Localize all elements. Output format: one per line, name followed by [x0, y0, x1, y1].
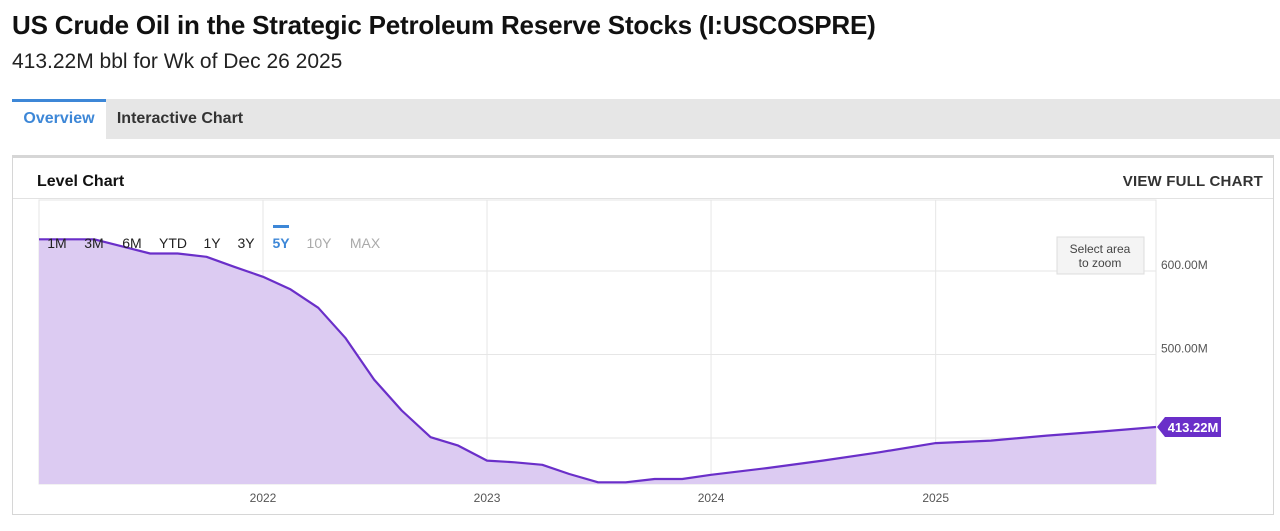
- last-value-label: 413.22M: [1168, 420, 1219, 435]
- view-full-chart-link[interactable]: VIEW FULL CHART: [1122, 173, 1263, 190]
- range-button-max[interactable]: MAX: [350, 235, 381, 251]
- tab-interactive-chart[interactable]: Interactive Chart: [116, 110, 244, 127]
- page-subtitle: 413.22M bbl for Wk of Dec 26 2025: [12, 50, 343, 73]
- panel-title: Level Chart: [37, 173, 125, 190]
- panel-divider: [13, 198, 1273, 199]
- x-tick-label: 2024: [698, 491, 725, 505]
- x-tick-label: 2025: [922, 491, 949, 505]
- x-tick-label: 2023: [474, 491, 501, 505]
- range-button-3m[interactable]: 3M: [84, 235, 103, 251]
- tab-overview[interactable]: Overview: [12, 99, 106, 139]
- range-button-5y[interactable]: 5Y: [272, 235, 290, 251]
- zoom-hint-text: to zoom: [1079, 256, 1122, 270]
- level-chart-panel: Level Chart VIEW FULL CHART 2022 2023 2024…: [12, 155, 1274, 515]
- tab-bar: Overview Interactive Chart: [12, 99, 1280, 139]
- x-tick-label: 2022: [250, 491, 277, 505]
- zoom-hint-box: [1056, 236, 1145, 275]
- range-selected-indicator: [273, 225, 289, 228]
- zoom-hint-text: Select area: [1070, 242, 1131, 256]
- range-button-10y[interactable]: 10Y: [307, 235, 333, 251]
- range-button-3y[interactable]: 3Y: [237, 235, 255, 251]
- last-value-badge: [1157, 417, 1221, 438]
- y-tick-label: 600.00M: [1161, 258, 1208, 272]
- page-title: US Crude Oil in the Strategic Petroleum …: [12, 10, 876, 40]
- range-button-6m[interactable]: 6M: [122, 235, 141, 251]
- level-chart[interactable]: 2022 2023 2024 2025 600.00M 500.00M 413.22M 1M 3…: [13, 158, 1273, 513]
- series-line: [39, 238, 1157, 484]
- range-button-ytd[interactable]: YTD: [159, 235, 187, 251]
- range-button-1m[interactable]: 1M: [47, 235, 66, 251]
- y-tick-label: 500.00M: [1161, 342, 1208, 356]
- range-button-1y[interactable]: 1Y: [203, 235, 221, 251]
- series-area: [39, 239, 1156, 484]
